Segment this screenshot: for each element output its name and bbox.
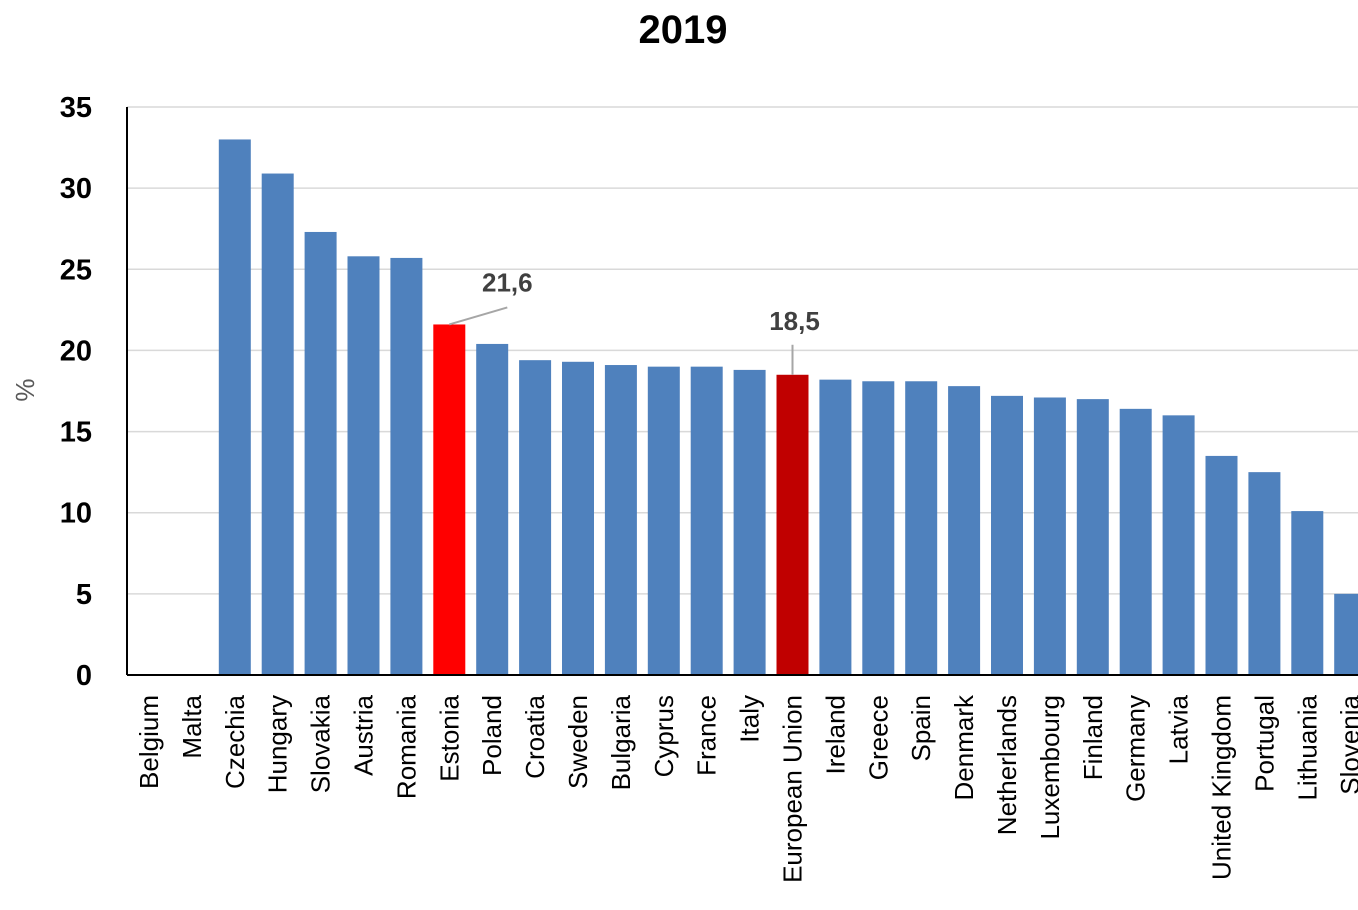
bar	[948, 386, 981, 675]
bar	[218, 139, 251, 675]
bar	[1076, 399, 1109, 675]
x-tick-label: Ireland	[820, 695, 850, 775]
x-tick-label: Bulgaria	[606, 694, 636, 790]
bar	[819, 379, 852, 675]
y-tick-label: 30	[60, 173, 92, 205]
y-tick-label: 15	[60, 417, 92, 449]
x-tick-label: France	[692, 695, 722, 776]
bar	[991, 395, 1023, 675]
x-tick-label: Greece	[863, 695, 893, 780]
x-tick-label: Malta	[177, 694, 207, 758]
bar	[733, 369, 766, 675]
bar	[690, 366, 723, 675]
x-tick-label: Estonia	[434, 694, 464, 781]
bar	[390, 257, 423, 675]
x-tick-label: Romania	[391, 694, 421, 799]
data-label: 21,6	[482, 267, 533, 297]
bar	[1248, 472, 1281, 675]
bar	[476, 343, 509, 675]
x-tick-label: Poland	[477, 695, 507, 776]
chart-title: 2019	[638, 8, 728, 52]
x-tick-label: Germany	[1121, 695, 1151, 802]
y-tick-label: 35	[60, 92, 92, 124]
bar	[433, 324, 466, 675]
bar	[1205, 455, 1238, 675]
bar	[562, 361, 594, 675]
bar	[347, 256, 380, 675]
bar	[862, 381, 895, 675]
bar	[1334, 593, 1358, 675]
y-tick-label: 0	[76, 660, 92, 692]
y-tick-label: 20	[60, 335, 92, 367]
x-tick-label: United Kingdom	[1207, 695, 1237, 880]
bar	[905, 381, 938, 675]
bar	[519, 360, 552, 675]
x-tick-label: Sweden	[563, 695, 593, 789]
x-tick-label: Belgium	[134, 695, 164, 789]
y-axis-label: %	[10, 378, 40, 401]
x-tick-label: Czechia	[220, 694, 250, 788]
data-label: 18,5	[769, 306, 820, 336]
x-tick-label: Spain	[906, 695, 936, 762]
x-tick-label: Portugal	[1249, 695, 1279, 792]
leader-line	[449, 306, 508, 326]
bar	[261, 173, 294, 675]
x-tick-label: Hungary	[263, 695, 293, 793]
x-tick-label: Denmark	[949, 694, 979, 800]
bar	[604, 365, 637, 675]
y-tick-label: 10	[60, 498, 92, 530]
y-tick-label: 25	[60, 254, 92, 286]
x-tick-label: Cyprus	[649, 695, 679, 777]
y-tick-label: 5	[76, 579, 92, 611]
x-tick-label: European Union	[778, 695, 808, 883]
bar	[1162, 415, 1195, 675]
x-tick-label: Lithuania	[1292, 694, 1322, 800]
x-tick-label: Croatia	[520, 694, 550, 778]
bar	[1033, 397, 1066, 675]
x-tick-label: Luxembourg	[1035, 695, 1065, 840]
x-tick-label: Austria	[349, 694, 379, 775]
x-tick-label: Slovakia	[306, 694, 336, 793]
x-tick-label: Slovenia	[1335, 694, 1358, 794]
x-tick-label: Italy	[735, 695, 765, 743]
x-tick-label: Netherlands	[992, 695, 1022, 835]
x-tick-label: Latvia	[1164, 694, 1194, 764]
bar	[1119, 408, 1152, 675]
bar	[776, 374, 809, 675]
bar	[1291, 511, 1324, 675]
bar	[647, 366, 680, 675]
x-tick-label: Finland	[1078, 695, 1108, 780]
bar	[304, 231, 337, 675]
